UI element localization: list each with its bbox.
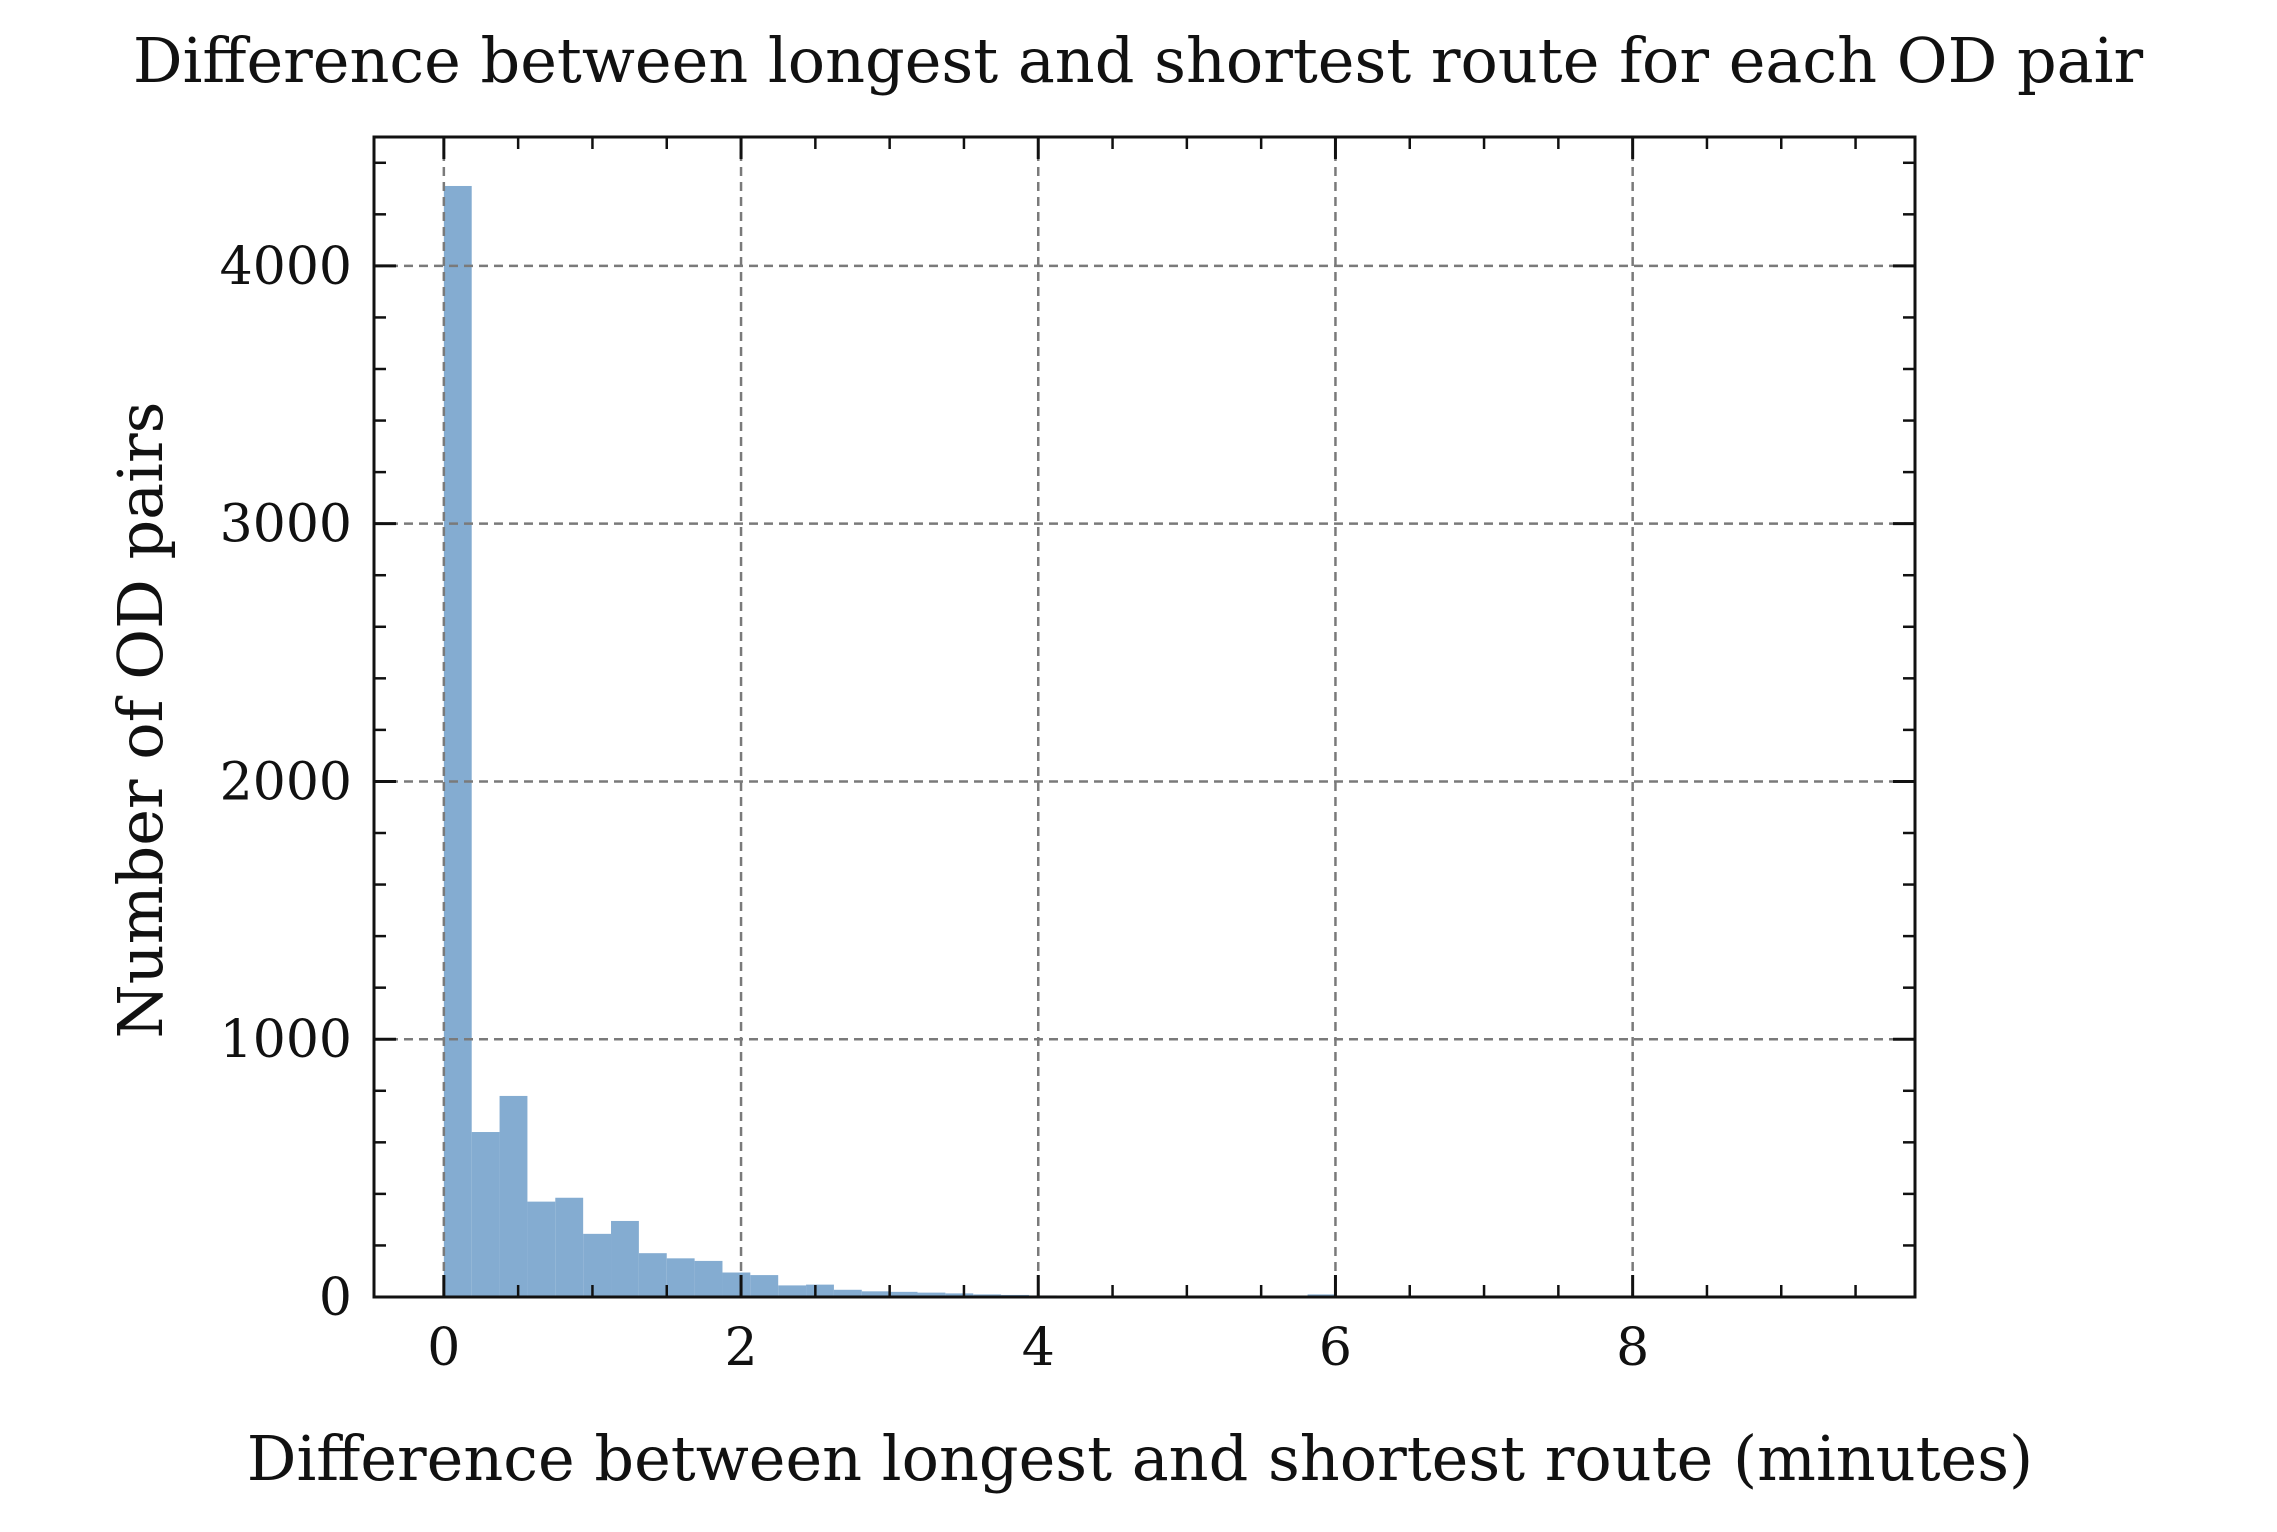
- histogram-bar: [583, 1234, 611, 1297]
- histogram-bar: [611, 1221, 639, 1297]
- x-tick-label: 8: [1616, 1318, 1649, 1378]
- histogram-bar: [444, 186, 472, 1297]
- histogram-bar: [722, 1273, 750, 1297]
- histogram-bar: [806, 1285, 834, 1297]
- x-axis-label: Difference between longest and shortest …: [247, 1422, 2034, 1495]
- y-tick-label: 3000: [220, 495, 352, 555]
- y-axis-label: Number of OD pairs: [104, 402, 177, 1039]
- histogram-bar: [778, 1285, 806, 1297]
- x-tick-label: 0: [427, 1318, 460, 1378]
- y-tick-label: 2000: [220, 752, 352, 812]
- y-tick-label: 0: [319, 1268, 352, 1328]
- histogram-bar: [639, 1253, 667, 1297]
- x-tick-label: 2: [724, 1318, 757, 1378]
- histogram-bar: [527, 1202, 555, 1297]
- histogram-bar: [555, 1198, 583, 1297]
- axes-frame: [374, 137, 1915, 1297]
- histogram-bar: [667, 1258, 695, 1297]
- grid-lines: [374, 137, 1915, 1297]
- histogram-bar: [500, 1096, 528, 1297]
- y-tick-label: 4000: [220, 237, 352, 297]
- tick-labels: 0 2 4 6 8 0 1000 2000 3000 4000: [220, 237, 1650, 1378]
- histogram-bars: [444, 186, 1837, 1297]
- x-tick-label: 6: [1319, 1318, 1352, 1378]
- chart-title: Difference between longest and shortest …: [133, 24, 2144, 97]
- histogram-bar: [472, 1132, 500, 1297]
- x-tick-label: 4: [1022, 1318, 1055, 1378]
- y-tick-label: 1000: [220, 1010, 352, 1070]
- plot-frame: [374, 137, 1915, 1297]
- axis-ticks: [374, 137, 1915, 1297]
- histogram-bar: [695, 1261, 723, 1297]
- histogram-bar: [750, 1275, 778, 1297]
